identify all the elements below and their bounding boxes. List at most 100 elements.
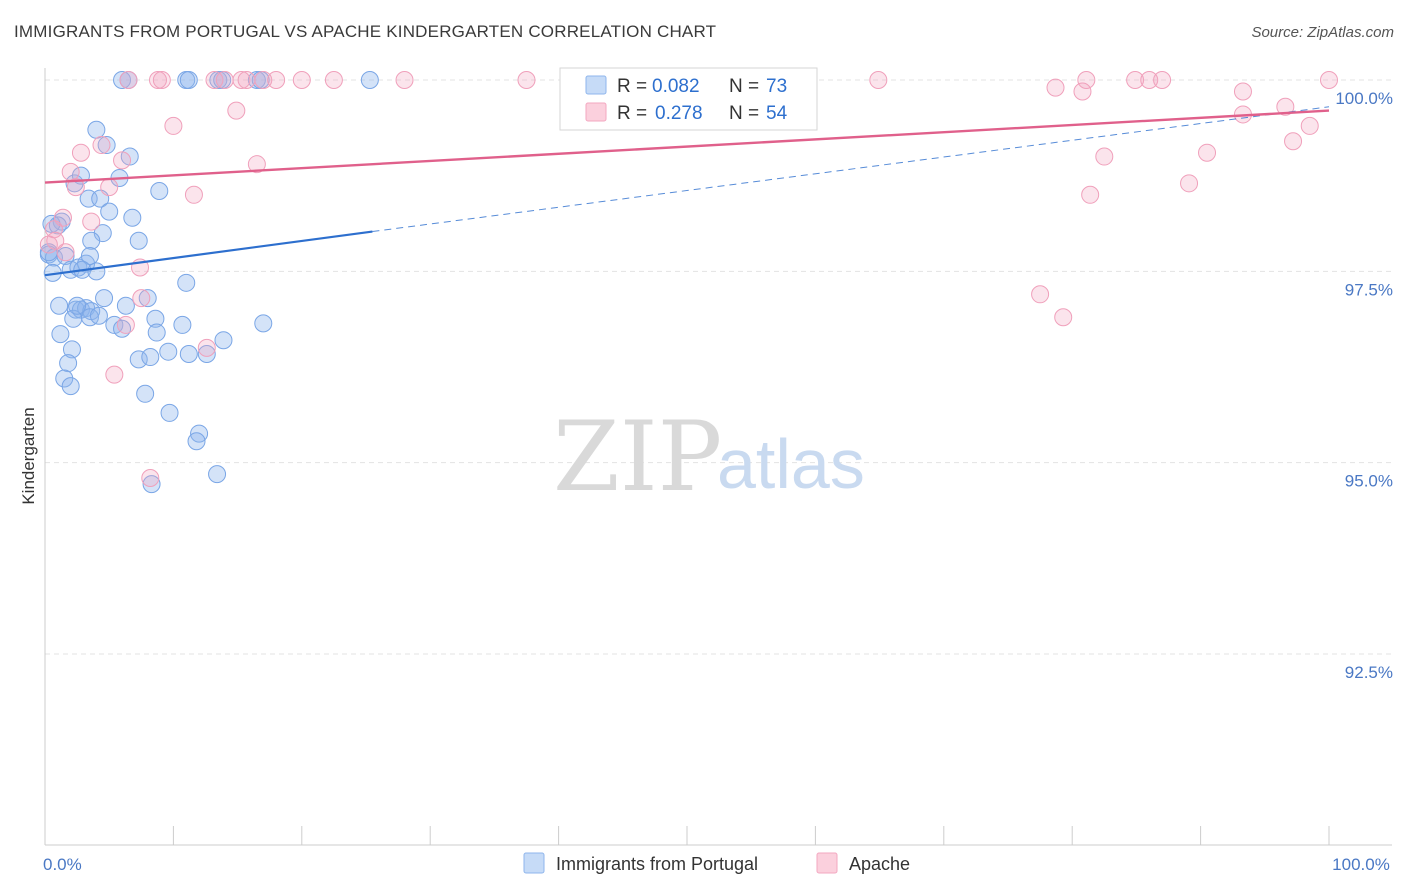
- portugal-point: [179, 71, 198, 89]
- apache-point: [324, 71, 343, 89]
- portugal-point: [214, 331, 233, 350]
- legend-n-value-apache: 54: [766, 103, 788, 124]
- y-tick-label: 100.0%: [1335, 89, 1393, 108]
- apache-point: [141, 468, 160, 487]
- apache-point: [254, 71, 273, 89]
- apache-point: [152, 71, 171, 89]
- apache-point: [869, 71, 888, 89]
- apache-point: [1031, 285, 1050, 304]
- y-tick-label: 97.5%: [1345, 280, 1393, 299]
- apache-point: [1095, 147, 1114, 166]
- apache-point: [184, 185, 203, 204]
- legend-r-label: R =: [617, 76, 647, 97]
- portugal-point: [82, 231, 101, 250]
- portugal-point: [141, 348, 160, 367]
- legend-n-label: N =: [729, 76, 759, 97]
- portugal-point: [208, 465, 227, 484]
- x-tick-label: 100.0%: [1332, 855, 1390, 874]
- portugal-point: [80, 247, 99, 266]
- portugal-point: [95, 289, 114, 308]
- legend-label-portugal: Immigrants from Portugal: [556, 854, 758, 874]
- portugal-point: [129, 231, 148, 250]
- portugal-point: [97, 136, 116, 155]
- y-tick-label: 92.5%: [1345, 663, 1393, 682]
- portugal-point: [173, 315, 192, 334]
- apache-point: [100, 178, 119, 197]
- trend-line-portugal: [44, 230, 373, 277]
- x-tick-label: 0.0%: [43, 855, 82, 874]
- portugal-point: [80, 308, 99, 327]
- portugal-point: [209, 71, 228, 89]
- apache-point: [66, 178, 85, 197]
- apache-point: [113, 151, 132, 170]
- apache-point: [227, 101, 246, 120]
- portugal-point: [42, 214, 61, 233]
- legend-r-value-portugal: 0.082: [652, 76, 700, 97]
- apache-point: [1180, 174, 1199, 193]
- apache-point: [1126, 71, 1145, 89]
- portugal-point: [247, 71, 266, 89]
- portugal-point: [50, 296, 69, 315]
- portugal-point: [179, 344, 198, 363]
- series-legend: Immigrants from Portugal Apache: [523, 852, 910, 874]
- apache-point: [1284, 132, 1303, 151]
- legend-r-label: R =: [617, 103, 647, 124]
- portugal-point: [254, 314, 273, 333]
- apache-point: [292, 71, 311, 89]
- apache-point: [132, 289, 151, 308]
- apache-point: [232, 71, 251, 89]
- apache-point: [1276, 97, 1295, 116]
- apache-point: [1073, 82, 1092, 101]
- apache-point: [164, 116, 183, 135]
- watermark: ZIP atlas: [553, 401, 865, 513]
- apache-point: [1081, 185, 1100, 204]
- legend-label-apache: Apache: [849, 854, 910, 874]
- trend-lines: [44, 106, 1330, 277]
- portugal-point: [177, 273, 196, 292]
- apache-point: [92, 136, 111, 155]
- portugal-point: [100, 202, 119, 221]
- apache-point: [1153, 71, 1172, 89]
- apache-point: [1077, 71, 1096, 89]
- apache-point: [215, 71, 234, 89]
- apache-point: [237, 71, 256, 89]
- portugal-point: [360, 71, 379, 89]
- apache-point: [82, 212, 101, 231]
- legend-r-value-apache: 0.278: [655, 103, 703, 124]
- portugal-point: [142, 475, 161, 494]
- portugal-point: [187, 432, 206, 451]
- y-tick-labels: 100.0% 97.5% 95.0% 92.5%: [1335, 89, 1393, 682]
- apache-point: [46, 231, 65, 250]
- portugal-point: [197, 344, 216, 363]
- portugal-point: [159, 342, 178, 361]
- apache-point: [517, 71, 536, 89]
- gridlines: [45, 79, 1392, 655]
- portugal-point: [62, 340, 81, 359]
- apache-point: [1300, 116, 1319, 135]
- portugal-point: [116, 296, 135, 315]
- portugal-point: [136, 384, 155, 403]
- apache-point: [148, 71, 167, 89]
- portugal-point: [138, 289, 157, 308]
- portugal-point: [59, 354, 78, 373]
- legend-swatch-portugal: [523, 852, 545, 874]
- apache-point: [197, 338, 216, 357]
- series-portugal-points: [39, 71, 379, 494]
- portugal-point: [87, 262, 106, 281]
- apache-point: [1046, 78, 1065, 97]
- apache-point: [1198, 143, 1217, 162]
- legend-swatch-portugal: [585, 75, 607, 95]
- y-tick-label: 95.0%: [1345, 472, 1393, 491]
- x-tick-labels: 0.0% 100.0%: [43, 855, 1390, 874]
- stats-legend: R = 0.082 N = 73 R = 0.278 N = 54: [559, 67, 818, 131]
- portugal-point: [87, 120, 106, 139]
- apache-point: [1320, 71, 1338, 89]
- portugal-point: [89, 306, 108, 325]
- source-label: Source: ZipAtlas.com: [1251, 24, 1394, 41]
- apache-point: [1233, 82, 1252, 101]
- apache-point: [247, 155, 266, 174]
- portugal-point: [146, 309, 165, 328]
- portugal-point: [123, 208, 142, 227]
- chart-title: IMMIGRANTS FROM PORTUGAL VS APACHE KINDE…: [14, 22, 717, 41]
- apache-point: [105, 365, 124, 384]
